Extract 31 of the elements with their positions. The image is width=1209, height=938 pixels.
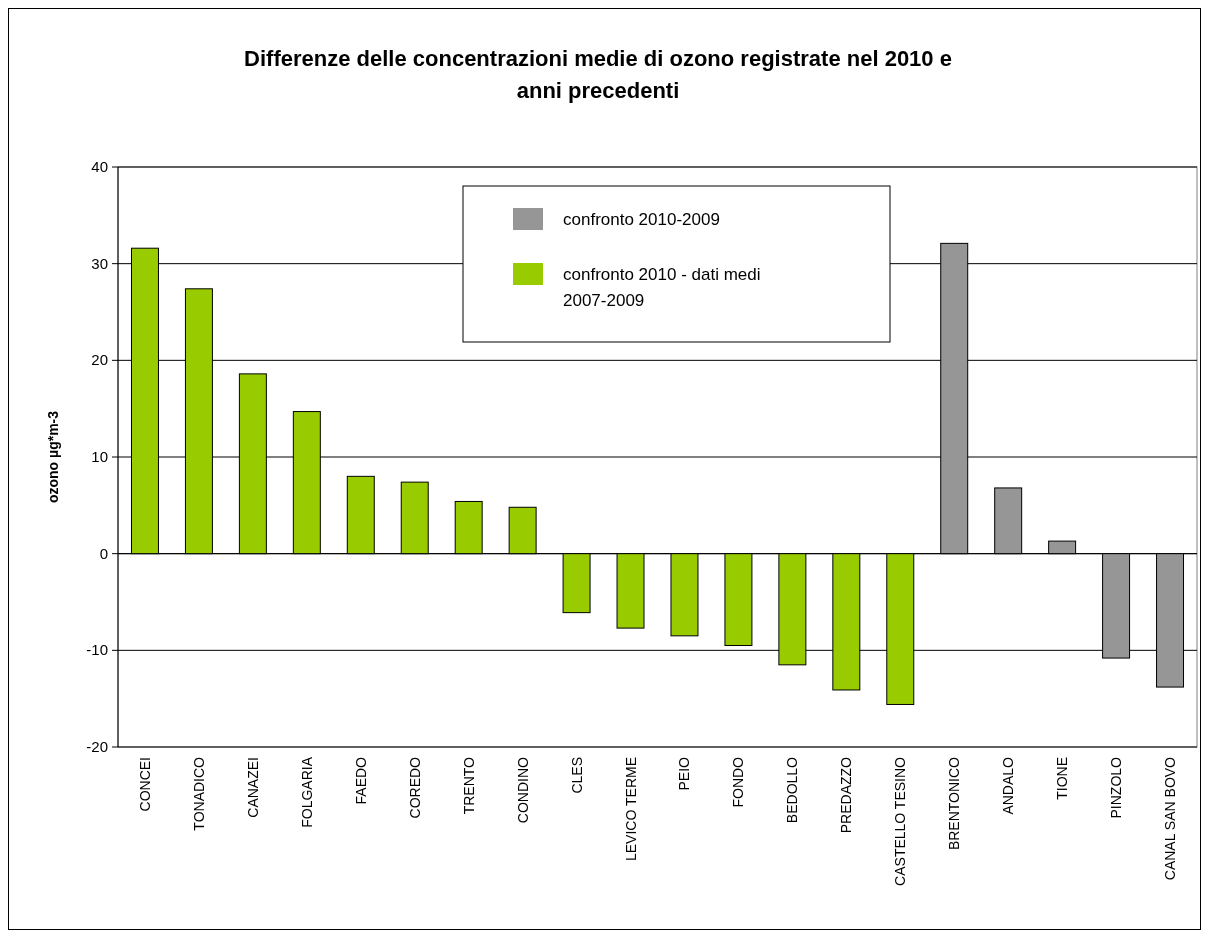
x-tick-label: LEVICO TERME (622, 757, 639, 861)
x-tick-label: CANAZEI (244, 757, 261, 818)
x-tick-label: PREDAZZO (838, 756, 855, 834)
x-tick-label: BRENTONICO (946, 756, 963, 851)
y-tick-label: 20 (91, 351, 108, 369)
x-tick-label: TIONE (1054, 757, 1071, 800)
legend-label: confronto 2010 - dati medi 2007-2009 (563, 265, 761, 310)
x-tick-label: PINZOLO (1108, 756, 1125, 819)
y-tick-label: 10 (91, 448, 108, 465)
x-tick-label: CONCEI (136, 757, 153, 812)
x-tick-label: FOLGARIA (298, 756, 315, 828)
y-tick-label: 0 (99, 544, 108, 562)
x-tick-label: PEIO (676, 756, 693, 791)
x-tick-label: TRENTO (460, 756, 477, 815)
x-tick-label: COREDO (406, 756, 423, 819)
y-tick-label: -10 (86, 641, 108, 659)
x-tick-label: CASTELLO TESINO (892, 756, 909, 886)
chart-title: Differenze delle concentrazioni medie di ozono registrate nel 2010 e anni precedenti (244, 46, 952, 103)
x-tick-label: FAEDO (352, 756, 369, 805)
y-tick-label: 30 (91, 254, 108, 272)
legend-label: confronto 2010-2009 (563, 210, 720, 229)
y-tick-label: -20 (86, 738, 108, 755)
x-tick-label: CLES (568, 757, 585, 794)
y-axis-title: ozono µg*m-3 (45, 410, 61, 504)
x-tick-label: BEDOLLO (784, 756, 801, 824)
x-tick-label: CONDINO (514, 756, 531, 824)
y-tick-label: 40 (91, 158, 108, 175)
x-tick-label: TONADICO (190, 756, 207, 831)
x-tick-label: CANAL SAN BOVO (1162, 756, 1179, 881)
x-tick-label: ANDALO (1000, 756, 1017, 815)
x-tick-label: FONDO (730, 756, 747, 808)
